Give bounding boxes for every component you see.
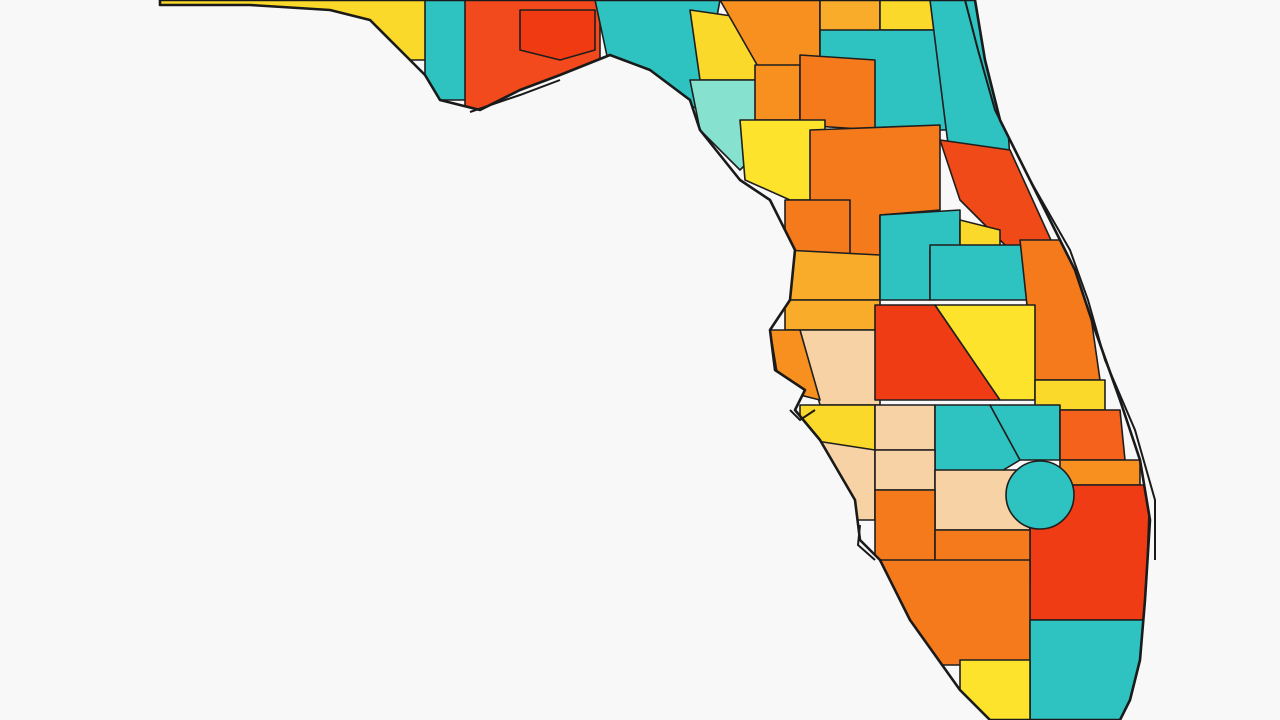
- counties: [160, 0, 1150, 720]
- county: [1005, 460, 1075, 530]
- coastline-detail: [469, 79, 561, 113]
- county: [784, 249, 881, 301]
- county: [799, 54, 876, 131]
- county: [519, 9, 596, 61]
- county: [754, 64, 801, 121]
- county: [1059, 409, 1126, 461]
- county: [874, 449, 936, 491]
- barrier-island: [964, 0, 1156, 560]
- coastline-detail: [789, 409, 816, 422]
- county: [1059, 459, 1141, 486]
- county: [874, 404, 936, 451]
- county: [784, 299, 881, 331]
- coastline-detail: [856, 524, 876, 561]
- county: [929, 244, 1036, 301]
- state-outline: [158, 0, 1152, 720]
